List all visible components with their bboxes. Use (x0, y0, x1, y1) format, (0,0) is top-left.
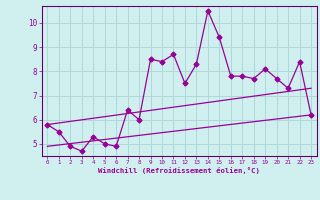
X-axis label: Windchill (Refroidissement éolien,°C): Windchill (Refroidissement éolien,°C) (98, 167, 260, 174)
